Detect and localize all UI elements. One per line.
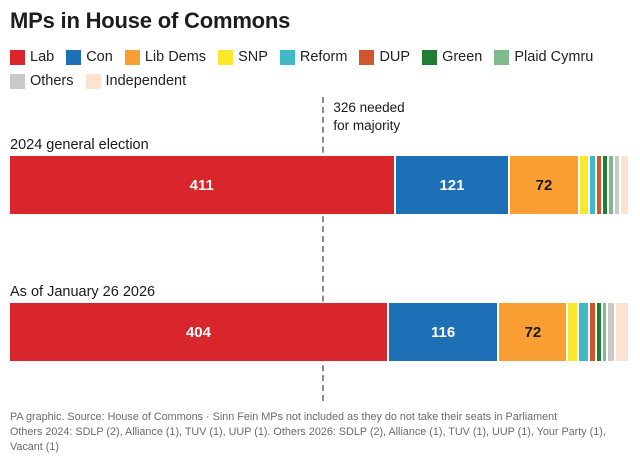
legend-label: Green (442, 49, 483, 65)
legend-swatch-con (66, 49, 82, 65)
bar-label-2026: As of January 26 2026 (10, 284, 156, 300)
legend-swatch-independent (85, 73, 101, 89)
bar-segment-plaid-cymru (607, 156, 613, 214)
legend-swatch-dup (359, 49, 375, 65)
legend-item-dup: DUP (359, 49, 410, 65)
legend-swatch-snp (218, 49, 234, 65)
bar-segment-others (612, 156, 620, 214)
bar-segment-con: 116 (386, 303, 498, 361)
bar-2026: 404 116 72 (10, 303, 628, 361)
bar-block-2026: As of January 26 2026 404 116 72 (10, 214, 628, 361)
legend-swatch-plaid-cymru (494, 49, 510, 65)
bar-segment-independent (619, 156, 629, 214)
bar-2024: 411 121 72 (10, 156, 629, 214)
page-title: MPs in House of Commons (10, 8, 291, 33)
bar-segment-green (601, 156, 608, 214)
legend-item-others: Others (10, 73, 74, 89)
legend-swatch-lib-dems (124, 49, 140, 65)
legend-label: DUP (379, 49, 411, 65)
legend-item-lib-dems: Lib Dems (124, 49, 207, 65)
bar-segment-snp (577, 156, 588, 214)
legend-label: Lib Dems (144, 49, 207, 65)
legend-item-con: Con (66, 49, 113, 65)
legend-swatch-green (422, 49, 438, 65)
legend-item-independent: Independent (85, 73, 187, 89)
bar-segment-dup (594, 156, 602, 214)
majority-threshold-line (322, 97, 325, 401)
bar-segment-lib-dems: 72 (497, 303, 567, 361)
bar-label-2024: 2024 general election (10, 137, 149, 153)
legend-item-green: Green (422, 49, 482, 65)
legend-label: Con (86, 49, 113, 65)
bar-segment-snp (566, 303, 577, 361)
bar-segment-reform (588, 156, 595, 214)
bar-segment-others (606, 303, 614, 361)
footer-others-line: Others 2024: SDLP (2), Alliance (1), TUV… (10, 426, 606, 453)
bar-segment-independent (613, 303, 628, 361)
legend-swatch-reform (279, 49, 295, 65)
bar-segment-reform (576, 303, 589, 361)
legend-label: Lab (30, 49, 55, 65)
bar-segment-con: 121 (393, 156, 509, 214)
legend: Lab Con Lib Dems SNP Reform DUP Green Plaid Cym… (10, 49, 628, 89)
bar-segment-lab: 404 (10, 303, 387, 361)
legend-label: Plaid Cymru (514, 49, 594, 65)
legend-item-plaid-cymru: Plaid Cymru (494, 49, 593, 65)
bar-segment-plaid-cymru (600, 303, 607, 361)
legend-label: Independent (105, 73, 187, 89)
legend-item-reform: Reform (279, 49, 348, 65)
bar-segment-lib-dems: 72 (508, 156, 578, 214)
footer-source-line: PA graphic. Source: House of Commons · S… (10, 411, 558, 423)
legend-item-lab: Lab (10, 49, 54, 65)
legend-item-snp: SNP (218, 49, 268, 65)
legend-label: SNP (238, 49, 268, 65)
legend-label: Reform (299, 49, 348, 65)
legend-label: Others (30, 73, 74, 89)
bar-block-2024: 2024 general election 411 121 72 (10, 97, 629, 214)
stacked-bar-chart: 326 needed for majority 2024 general ele… (10, 97, 629, 401)
legend-swatch-lab (10, 49, 25, 65)
majority-annotation-line1: 326 needed (333, 100, 405, 115)
legend-swatch-others (10, 73, 25, 89)
majority-annotation-line2: for majority (333, 117, 401, 133)
footer: PA graphic. Source: House of Commons · S… (10, 410, 628, 455)
bar-segment-green (594, 303, 601, 361)
majority-annotation: 326 needed for majority (333, 99, 404, 135)
bar-segment-lab: 411 (10, 156, 394, 214)
bar-segment-dup (588, 303, 595, 361)
